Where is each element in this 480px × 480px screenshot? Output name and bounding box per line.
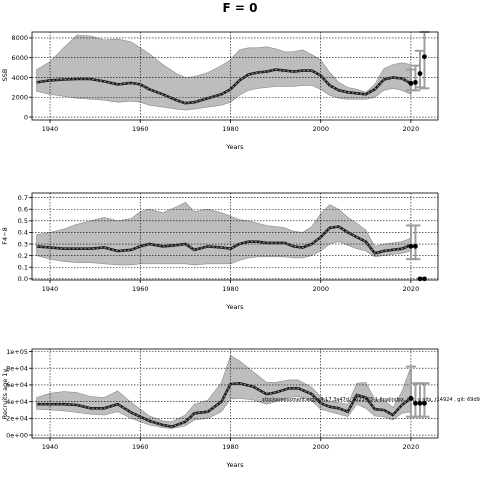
projection-point — [417, 71, 423, 76]
fishing-mortality-panel: 1940 1960 1980 2000 2020 0.0 0.1 0.2 0.3 0.4 0.5 0.… — [1, 192, 439, 311]
x-tick-label: 1940 — [42, 285, 59, 293]
projection-point — [408, 243, 414, 249]
y-tick-label: 0.1 — [18, 264, 28, 272]
x-axis-label: Years — [225, 303, 244, 311]
y-tick-label: 4000 — [11, 74, 28, 82]
ssb-panel: 1940 1960 1980 2000 2020 0 2000 4000 6000 8000 Yea… — [1, 31, 439, 151]
plot-annotation: stockassessment.org, s4.17.3a47d, 2021-0… — [262, 397, 480, 403]
projection-point — [413, 400, 418, 406]
confidence-band — [36, 355, 412, 429]
x-tick-label: 1960 — [132, 443, 149, 451]
x-tick-label: 1940 — [42, 125, 59, 133]
figure-title: F = 0 — [223, 1, 258, 15]
y-tick-label: 0.4 — [18, 229, 28, 237]
projection-point — [422, 54, 427, 60]
y-tick-label: 6e+04 — [6, 381, 28, 389]
x-axis-label: Years — [225, 143, 244, 151]
x-tick-label: 2020 — [403, 443, 420, 451]
y-tick-label: 0e+00 — [6, 431, 28, 439]
axes-frame — [31, 348, 439, 439]
estimate-line-dash — [36, 69, 412, 104]
projection-point — [413, 243, 418, 249]
y-tick-label: 0 — [24, 113, 28, 121]
x-tick-label: 1980 — [222, 443, 239, 451]
plot-area — [32, 349, 438, 438]
y-tick-label: 2e+04 — [6, 415, 28, 423]
axes-frame — [31, 192, 439, 281]
estimate-line-dash — [36, 382, 412, 428]
x-tick-label: 1980 — [222, 285, 239, 293]
y-tick-label: 0.6 — [18, 206, 28, 214]
projection-point — [408, 81, 414, 86]
x-tick-label: 2020 — [403, 285, 420, 293]
y-tick-label: 8e+04 — [6, 365, 28, 373]
projection-point — [417, 400, 423, 406]
x-tick-label: 2020 — [403, 125, 420, 133]
x-tick-label: 2000 — [312, 285, 329, 293]
projection-point — [413, 80, 418, 85]
recruits-panel: 1940 1960 1980 2000 2020 0e+00 2e+04 4e+04 6e+04… — [1, 348, 480, 469]
x-tick-label: 2000 — [312, 443, 329, 451]
y-axis-label: SSB — [1, 69, 9, 82]
confidence-band — [36, 34, 412, 111]
plot-area — [32, 32, 438, 120]
x-tick-label: 1960 — [132, 125, 149, 133]
y-tick-label: 0.2 — [18, 252, 28, 260]
y-tick-label: 0.0 — [18, 275, 28, 283]
y-tick-label: 0.5 — [18, 217, 28, 225]
projection-point — [408, 395, 414, 401]
y-tick-label: 0.3 — [18, 240, 28, 248]
y-tick-label: 0.7 — [18, 194, 28, 202]
x-tick-label: 1980 — [222, 125, 239, 133]
y-tick-label: 8000 — [11, 34, 28, 42]
y-tick-label: 2000 — [11, 94, 28, 102]
estimate-line-dash — [36, 226, 412, 254]
x-tick-label: 1940 — [42, 443, 59, 451]
y-axis-label: Recruits age 1y — [1, 369, 9, 420]
y-tick-label: 6000 — [11, 54, 28, 62]
x-tick-label: 1960 — [132, 285, 149, 293]
y-tick-label: 1e+05 — [6, 348, 28, 356]
projection-point — [417, 276, 423, 282]
projection-point — [422, 276, 427, 282]
plot-area — [32, 193, 438, 280]
y-tick-label: 4e+04 — [6, 398, 28, 406]
x-tick-label: 2000 — [312, 125, 329, 133]
y-axis-label: F4−8 — [1, 227, 9, 244]
projection-point — [422, 400, 427, 406]
axes-frame — [31, 31, 439, 121]
x-axis-label: Years — [225, 461, 244, 469]
